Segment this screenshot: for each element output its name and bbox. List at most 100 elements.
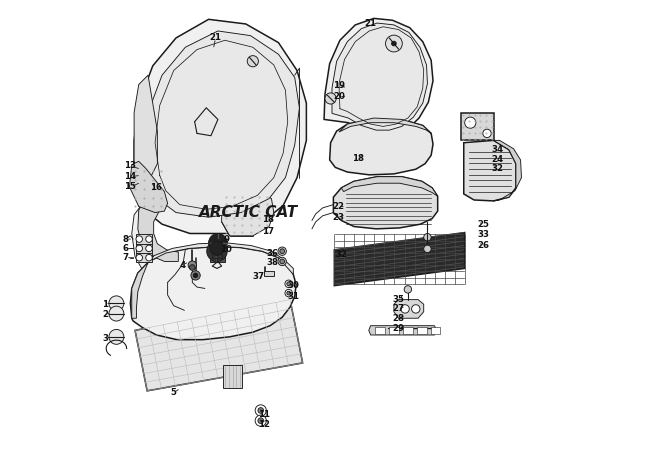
Text: 14: 14	[124, 172, 136, 181]
Circle shape	[109, 329, 124, 344]
Text: 31: 31	[287, 292, 300, 301]
Polygon shape	[136, 234, 152, 244]
Circle shape	[280, 259, 285, 264]
Circle shape	[280, 249, 285, 254]
Circle shape	[285, 290, 292, 297]
Polygon shape	[334, 233, 465, 286]
Circle shape	[191, 271, 200, 280]
Polygon shape	[135, 300, 303, 391]
Polygon shape	[136, 253, 152, 262]
Circle shape	[193, 273, 198, 278]
Polygon shape	[369, 325, 437, 335]
Circle shape	[146, 245, 152, 252]
Text: 32: 32	[491, 164, 503, 173]
Text: 34: 34	[491, 145, 503, 154]
Circle shape	[207, 241, 228, 262]
Circle shape	[258, 418, 263, 424]
Polygon shape	[131, 247, 296, 340]
Text: 2: 2	[102, 311, 109, 319]
Text: 1: 1	[102, 300, 109, 309]
Text: 21: 21	[209, 34, 222, 42]
Text: 11: 11	[257, 410, 270, 418]
Circle shape	[136, 236, 142, 242]
Circle shape	[483, 129, 491, 138]
Text: 13: 13	[124, 162, 136, 170]
Circle shape	[287, 282, 291, 286]
Text: 37: 37	[253, 272, 265, 281]
Circle shape	[278, 247, 287, 255]
Polygon shape	[461, 113, 493, 141]
Polygon shape	[132, 256, 153, 318]
Circle shape	[285, 280, 292, 288]
Text: 4: 4	[180, 261, 186, 269]
Text: 27: 27	[393, 304, 405, 313]
Polygon shape	[144, 31, 300, 217]
Text: 9: 9	[224, 234, 229, 244]
Polygon shape	[324, 18, 433, 135]
Text: 3: 3	[102, 334, 109, 343]
Circle shape	[424, 234, 431, 241]
Text: 36: 36	[267, 248, 279, 258]
Polygon shape	[394, 300, 424, 318]
Circle shape	[146, 236, 152, 242]
Circle shape	[401, 305, 410, 313]
Text: 12: 12	[257, 420, 270, 429]
Text: 22: 22	[332, 202, 344, 211]
Polygon shape	[339, 118, 431, 134]
Text: 8: 8	[123, 234, 129, 244]
Text: 32: 32	[335, 250, 347, 259]
Text: 35: 35	[393, 295, 404, 304]
Polygon shape	[132, 205, 174, 280]
Polygon shape	[463, 141, 516, 201]
Polygon shape	[341, 177, 437, 196]
Text: 33: 33	[477, 230, 489, 239]
Text: 17: 17	[262, 226, 274, 236]
Text: 6: 6	[123, 244, 129, 253]
Text: 25: 25	[477, 219, 489, 229]
Circle shape	[391, 41, 396, 46]
Polygon shape	[129, 161, 168, 212]
Circle shape	[258, 408, 263, 413]
Text: 15: 15	[124, 183, 136, 191]
Text: 16: 16	[150, 184, 162, 192]
Circle shape	[146, 255, 152, 261]
Polygon shape	[493, 141, 521, 201]
Circle shape	[287, 291, 291, 295]
Circle shape	[136, 245, 142, 252]
Text: 7: 7	[123, 253, 129, 262]
Circle shape	[411, 305, 420, 313]
Circle shape	[278, 257, 287, 266]
Text: 26: 26	[477, 241, 489, 250]
Circle shape	[424, 245, 431, 253]
Circle shape	[247, 56, 259, 67]
Text: 5: 5	[171, 388, 177, 397]
Text: 21: 21	[365, 19, 376, 28]
Text: 29: 29	[393, 325, 404, 333]
Circle shape	[210, 241, 224, 255]
Polygon shape	[333, 177, 437, 229]
Polygon shape	[134, 75, 157, 196]
Circle shape	[136, 255, 142, 261]
Text: 18: 18	[352, 154, 365, 163]
Circle shape	[404, 286, 411, 293]
Polygon shape	[431, 326, 441, 334]
Text: 23: 23	[332, 212, 344, 222]
Text: 18: 18	[262, 215, 274, 224]
Polygon shape	[224, 365, 242, 388]
Circle shape	[209, 234, 228, 252]
Polygon shape	[149, 243, 293, 275]
Circle shape	[190, 265, 195, 270]
Polygon shape	[375, 326, 385, 334]
Text: 28: 28	[393, 314, 404, 323]
Circle shape	[109, 296, 124, 311]
Circle shape	[255, 415, 266, 426]
Polygon shape	[138, 201, 178, 262]
Polygon shape	[222, 191, 274, 236]
Circle shape	[188, 261, 196, 269]
Text: ARCTIC CAT: ARCTIC CAT	[199, 205, 298, 220]
Polygon shape	[417, 326, 426, 334]
Circle shape	[325, 93, 336, 104]
Text: 38: 38	[267, 258, 279, 267]
Polygon shape	[332, 23, 428, 130]
Polygon shape	[209, 256, 225, 262]
